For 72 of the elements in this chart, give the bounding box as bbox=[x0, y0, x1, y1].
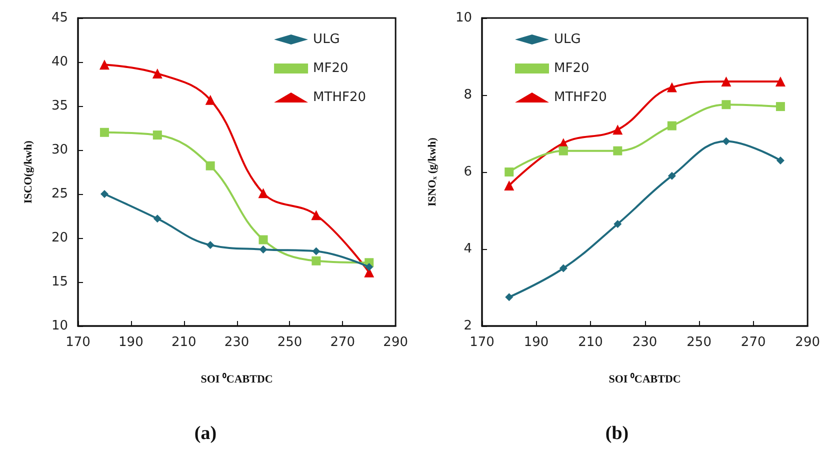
y-tick-label: 20 bbox=[51, 230, 68, 246]
y-tick-label: 40 bbox=[51, 54, 68, 70]
point bbox=[152, 68, 162, 78]
point bbox=[776, 102, 785, 112]
x-tick-label: 170 bbox=[470, 335, 494, 350]
y-tick-label: 10 bbox=[51, 318, 68, 334]
y-tick-label: 6 bbox=[464, 164, 472, 180]
y-tick-label: 35 bbox=[51, 98, 68, 114]
text: (a) bbox=[194, 423, 217, 444]
point bbox=[666, 82, 677, 92]
point bbox=[776, 156, 784, 164]
point bbox=[775, 76, 786, 87]
x-tick-label: 250 bbox=[277, 335, 302, 350]
point bbox=[613, 146, 622, 156]
x-axis-title: SOI ⁰CABTDC bbox=[608, 372, 681, 386]
point bbox=[722, 137, 730, 146]
x-tick-label: 190 bbox=[118, 335, 144, 350]
y-tick-label: 15 bbox=[51, 274, 68, 290]
x-tick-label: 170 bbox=[66, 335, 90, 350]
y-tick-label: 10 bbox=[455, 10, 472, 26]
point bbox=[559, 264, 568, 272]
x-tick-label: 190 bbox=[524, 335, 549, 350]
point bbox=[614, 220, 622, 228]
point bbox=[99, 60, 110, 70]
y-tick-label: 45 bbox=[51, 10, 68, 26]
legend-label: MF20 bbox=[554, 61, 590, 76]
point bbox=[365, 263, 374, 272]
point bbox=[668, 172, 676, 180]
x-tick-label: 250 bbox=[686, 335, 712, 350]
point bbox=[505, 293, 514, 302]
point bbox=[205, 94, 216, 105]
point bbox=[206, 241, 214, 250]
legend-label: ULG bbox=[554, 32, 581, 47]
y-tick-label: 25 bbox=[51, 186, 68, 202]
point bbox=[558, 146, 568, 156]
point bbox=[152, 130, 162, 140]
point bbox=[258, 235, 268, 244]
x-tick-label: 210 bbox=[578, 335, 603, 350]
x-tick-label: 210 bbox=[171, 335, 196, 350]
point bbox=[311, 210, 322, 220]
x-axis-title: SOI ⁰CABTDC bbox=[200, 372, 273, 386]
y-tick-label: 2 bbox=[464, 318, 472, 334]
y-axis-title: ISCO(g/kwh) bbox=[22, 140, 34, 204]
point bbox=[259, 245, 268, 254]
point bbox=[721, 76, 732, 87]
point bbox=[504, 180, 514, 190]
point bbox=[504, 168, 514, 176]
legend-label: ULG bbox=[313, 32, 340, 47]
point bbox=[312, 256, 321, 266]
x-tick-label: 270 bbox=[740, 335, 766, 350]
point bbox=[612, 124, 623, 135]
point bbox=[258, 188, 268, 198]
x-tick-label: 290 bbox=[383, 335, 408, 350]
point bbox=[100, 190, 108, 198]
y-axis-title: ISNOₓ (g/kwh) bbox=[426, 137, 438, 206]
point bbox=[722, 100, 731, 110]
x-tick-label: 230 bbox=[224, 335, 250, 350]
point bbox=[153, 214, 162, 223]
legend-label: MTHF20 bbox=[554, 90, 607, 105]
legend-label: MF20 bbox=[313, 61, 348, 76]
y-tick-label: 4 bbox=[464, 242, 472, 256]
point bbox=[206, 161, 215, 170]
point bbox=[667, 121, 676, 130]
x-tick-label: 270 bbox=[330, 335, 356, 350]
x-tick-label: 230 bbox=[632, 335, 658, 350]
legend-label: MTHF20 bbox=[313, 90, 366, 105]
text: (b) bbox=[605, 423, 629, 444]
x-tick-label: 290 bbox=[795, 335, 820, 350]
y-tick-label: 30 bbox=[51, 142, 68, 158]
point bbox=[100, 128, 109, 137]
y-tick-label: 8 bbox=[464, 88, 472, 102]
point bbox=[312, 247, 320, 256]
